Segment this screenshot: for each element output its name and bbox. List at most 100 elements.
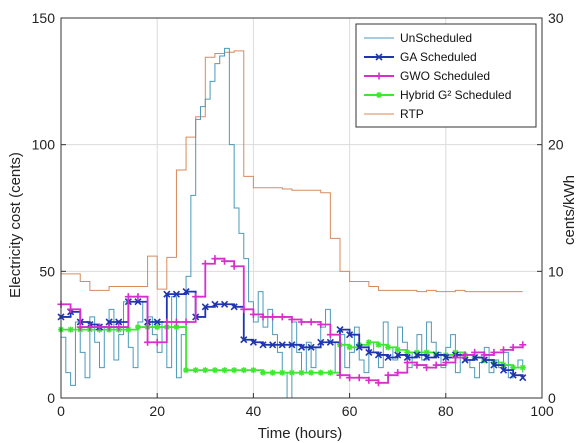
data-point (240, 367, 247, 374)
y-axis-label: Electricity cost (cents) (7, 152, 24, 298)
data-point (327, 369, 334, 376)
data-point (172, 290, 181, 298)
data-point (509, 343, 517, 351)
data-point (317, 369, 324, 376)
legend-marker (375, 72, 383, 80)
data-point (432, 361, 440, 369)
data-point (144, 338, 152, 346)
data-point (355, 343, 363, 351)
data-point (307, 318, 315, 326)
data-point (384, 371, 392, 379)
data-point (471, 348, 479, 356)
data-point (259, 341, 267, 349)
series-line (61, 50, 523, 293)
data-point (298, 318, 305, 326)
x-tick-label: 60 (342, 403, 358, 419)
data-point (307, 343, 315, 351)
data-point (365, 376, 373, 384)
data-point (288, 315, 296, 323)
y-tick-label: 50 (39, 263, 55, 279)
data-point (346, 374, 354, 382)
data-point (153, 318, 161, 326)
y2-axis-label: cents/kWh (561, 175, 578, 245)
data-point (413, 361, 421, 369)
data-point (423, 349, 430, 356)
data-point (230, 262, 238, 270)
data-point (115, 323, 123, 331)
data-point (336, 326, 344, 334)
data-point (115, 318, 123, 326)
data-point (490, 348, 498, 356)
data-point (211, 367, 218, 374)
data-point (269, 369, 276, 376)
data-point (442, 353, 450, 362)
data-point (519, 341, 527, 349)
data-point (105, 318, 113, 326)
legend-marker (376, 92, 382, 98)
y2-tick-label: 20 (548, 137, 564, 153)
legend-label: UnScheduled (400, 31, 472, 45)
data-point (394, 346, 401, 353)
y2-tick-label: 30 (548, 10, 564, 26)
data-point (172, 318, 180, 326)
legend-label: Hybrid G² Scheduled (400, 88, 511, 102)
data-point (201, 260, 209, 268)
data-point (394, 369, 402, 377)
data-point (249, 338, 257, 346)
data-point (230, 303, 238, 311)
data-point (288, 369, 295, 376)
data-point (182, 318, 190, 326)
y2-tick-label: 0 (548, 390, 556, 406)
data-point (288, 341, 296, 349)
data-point (385, 344, 392, 351)
data-point (86, 323, 94, 331)
data-point (432, 351, 440, 359)
data-point (173, 324, 180, 331)
x-axis-label: Time (hours) (258, 425, 342, 442)
data-point (308, 369, 315, 376)
data-point (346, 331, 354, 339)
data-point (125, 326, 132, 333)
data-point (480, 351, 488, 359)
data-point (346, 344, 353, 351)
data-point (451, 353, 459, 361)
data-point (365, 339, 372, 346)
data-point (202, 367, 209, 374)
data-point (461, 351, 469, 359)
data-point (124, 293, 132, 301)
legend-marker (375, 53, 383, 61)
data-point (336, 371, 344, 379)
data-point (221, 257, 229, 265)
data-point (384, 353, 392, 362)
data-point (509, 371, 517, 379)
data-point (269, 341, 277, 349)
plot-area (57, 47, 527, 399)
x-tick-label: 40 (246, 403, 262, 419)
y2-tick-label: 10 (548, 263, 564, 279)
data-point (298, 369, 305, 376)
data-point (500, 346, 508, 354)
data-point (374, 379, 382, 387)
legend: UnScheduled GA Scheduled GWO Scheduled Hybr… (355, 23, 537, 128)
plot-frame (60, 17, 543, 399)
data-point (326, 338, 334, 346)
data-point (278, 341, 286, 349)
data-point (452, 349, 459, 356)
data-point (153, 338, 161, 346)
data-point (490, 361, 498, 369)
data-point (134, 298, 142, 306)
data-point (192, 367, 199, 374)
data-point (211, 300, 219, 308)
data-point (259, 313, 267, 321)
data-point (442, 359, 450, 367)
data-point (499, 366, 508, 374)
series-rtp (61, 50, 523, 293)
data-point (403, 353, 411, 362)
data-point (404, 349, 411, 356)
data-point (422, 353, 431, 362)
data-point (76, 323, 84, 331)
data-point (221, 367, 228, 374)
data-point (182, 288, 190, 296)
